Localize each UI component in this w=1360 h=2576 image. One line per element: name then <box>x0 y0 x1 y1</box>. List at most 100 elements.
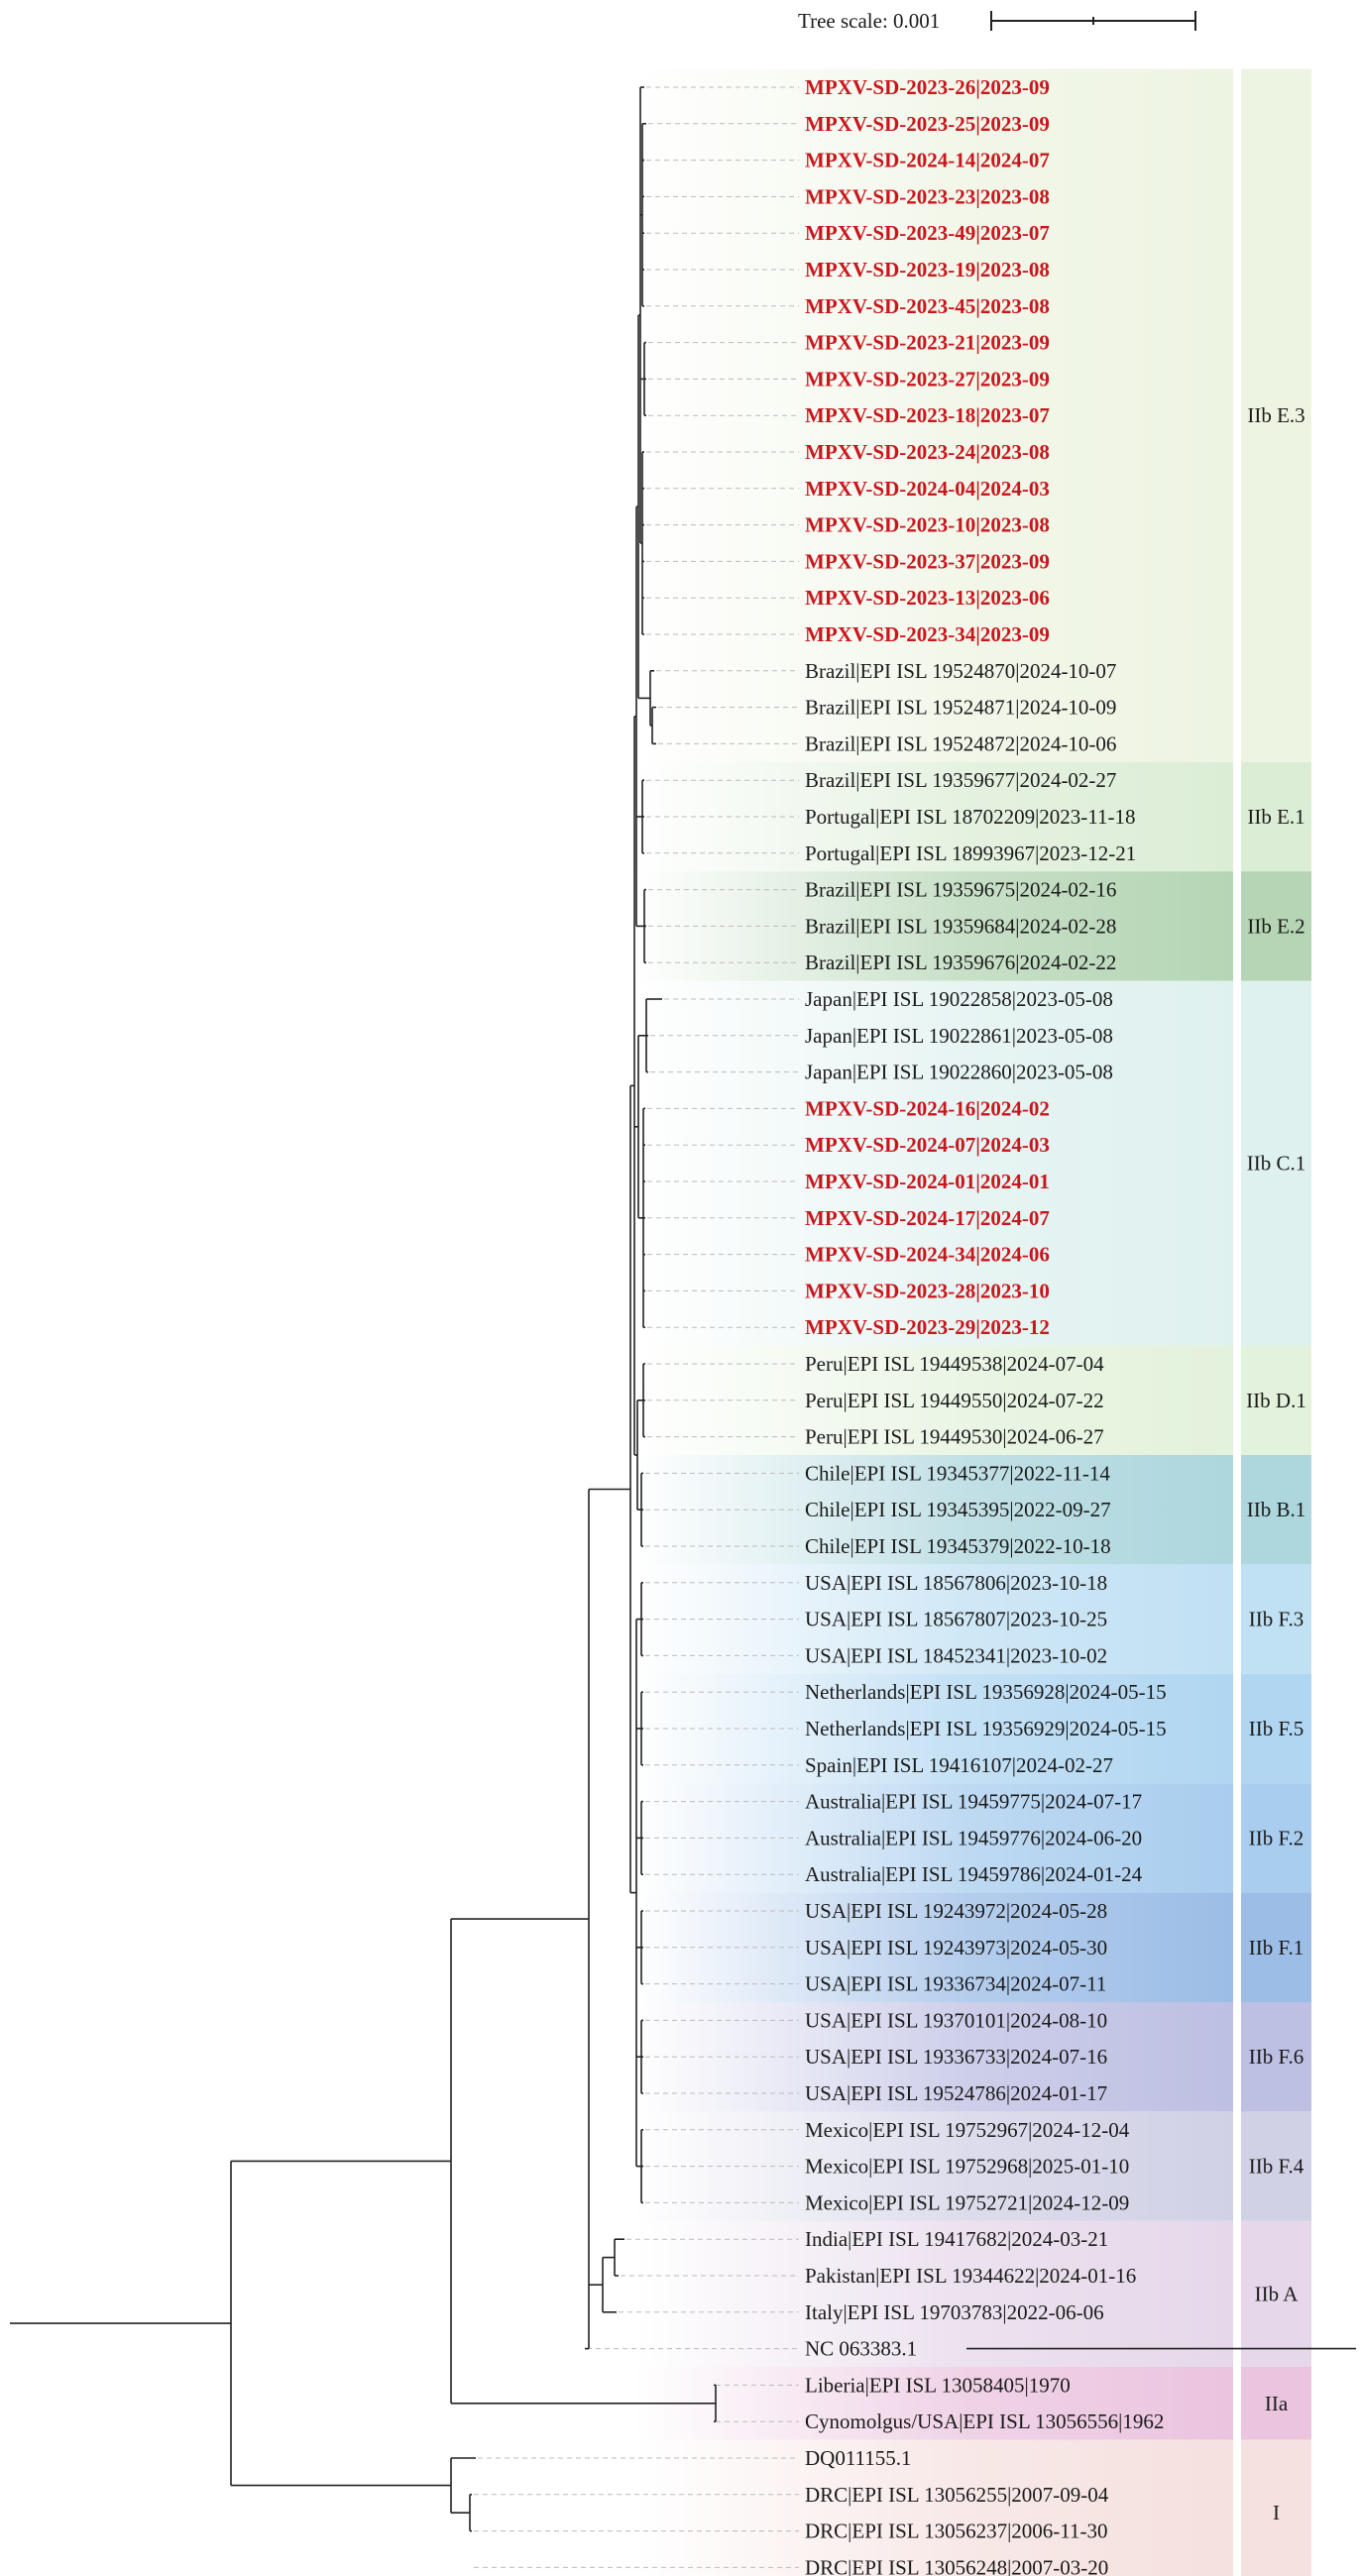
clade-band <box>634 871 1233 981</box>
clade-label: I <box>1273 2501 1280 2524</box>
clade-box <box>1241 1673 1311 1784</box>
clade-band <box>634 1783 1233 1893</box>
leaf-label: Peru|EPI ISL 19449550|2024-07-22 <box>805 1389 1104 1412</box>
leaf-label: MPXV-SD-2024-34|2024-06 <box>805 1243 1050 1267</box>
leaf-label: Mexico|EPI ISL 19752968|2025-01-10 <box>805 2155 1129 2179</box>
leaf-label: Mexico|EPI ISL 19752721|2024-12-09 <box>805 2190 1129 2214</box>
leaf-label: Portugal|EPI ISL 18702209|2023-11-18 <box>805 805 1136 829</box>
leaf-label: USA|EPI ISL 18452341|2023-10-02 <box>805 1643 1107 1667</box>
clade-label: IIb E.1 <box>1247 805 1304 829</box>
leaf-label: MPXV-SD-2024-01|2024-01 <box>805 1170 1050 1193</box>
tree-scale: Tree scale: 0.001 <box>798 9 1196 33</box>
clade-label: IIb F.1 <box>1249 1936 1303 1960</box>
leaf-label: USA|EPI ISL 19243973|2024-05-30 <box>805 1936 1107 1960</box>
leaf-label: Chile|EPI ISL 19345395|2022-09-27 <box>805 1498 1111 1521</box>
leaf-label: Spain|EPI ISL 19416107|2024-02-27 <box>805 1753 1113 1777</box>
clade-label: IIb F.3 <box>1249 1608 1303 1631</box>
clade-label: IIa <box>1265 2392 1289 2415</box>
clade-label: IIb F.4 <box>1249 2155 1304 2179</box>
leaf-label: MPXV-SD-2024-17|2024-07 <box>805 1206 1050 1230</box>
tree-branches <box>10 86 1356 2532</box>
leaf-label: MPXV-SD-2023-24|2023-08 <box>805 440 1050 464</box>
leaf-labels: MPXV-SD-2023-26|2023-09 MPXV-SD-2023-25|2… <box>805 75 1167 2576</box>
leaf-label: DQ011155.1 <box>805 2446 912 2470</box>
clade-label: IIb D.1 <box>1246 1389 1306 1412</box>
leaf-label: MPXV-SD-2023-10|2023-08 <box>805 513 1050 537</box>
leaf-label: Brazil|EPI ISL 19359684|2024-02-28 <box>805 914 1116 938</box>
leaf-label: Australia|EPI ISL 19459775|2024-07-17 <box>805 1790 1142 1814</box>
leaf-label: USA|EPI ISL 19524786|2024-01-17 <box>805 2081 1107 2105</box>
leaf-label: MPXV-SD-2023-28|2023-10 <box>805 1279 1050 1302</box>
clade-box <box>1241 761 1311 872</box>
leaf-label: MPXV-SD-2024-14|2024-07 <box>805 149 1050 172</box>
clade-box <box>1241 2367 1311 2440</box>
leaf-label: Peru|EPI ISL 19449530|2024-06-27 <box>805 1425 1104 1449</box>
leaf-label: MPXV-SD-2024-16|2024-02 <box>805 1096 1050 1120</box>
clade-labels: IIb E.3 IIb E.1 IIb E.2 IIb C.1 IIb D.1 IIb B… <box>1246 403 1306 2524</box>
clade-band <box>634 1345 1233 1455</box>
leaf-label: Liberia|EPI ISL 13058405|1970 <box>805 2373 1071 2397</box>
leaf-label: Chile|EPI ISL 19345379|2022-10-18 <box>805 1534 1111 1558</box>
clade-box <box>1241 1455 1311 1565</box>
clade-band <box>634 2111 1233 2221</box>
leaf-label: MPXV-SD-2023-37|2023-09 <box>805 549 1050 573</box>
leaf-label: Cynomolgus/USA|EPI ISL 13056556|1962 <box>805 2409 1164 2433</box>
clade-label: IIb F.5 <box>1249 1717 1303 1740</box>
leaf-label: MPXV-SD-2023-23|2023-08 <box>805 184 1050 208</box>
leaf-label: MPXV-SD-2023-34|2023-09 <box>805 622 1050 646</box>
clade-label: IIb C.1 <box>1247 1152 1306 1176</box>
leaf-label: Netherlands|EPI ISL 19356929|2024-05-15 <box>805 1717 1167 1740</box>
leaf-label: MPXV-SD-2023-45|2023-08 <box>805 294 1050 318</box>
leaf-label: Brazil|EPI ISL 19359675|2024-02-16 <box>805 878 1116 902</box>
clade-box <box>1241 2220 1311 2367</box>
clade-band <box>634 2367 1233 2440</box>
clade-box <box>1241 1345 1311 1455</box>
clade-box <box>1241 1564 1311 1674</box>
leaf-label: USA|EPI ISL 19370101|2024-08-10 <box>805 2008 1107 2032</box>
leaf-label: Brazil|EPI ISL 19524872|2024-10-06 <box>805 731 1116 755</box>
clade-band <box>634 2002 1233 2112</box>
leaf-label: Netherlands|EPI ISL 19356928|2024-05-15 <box>805 1680 1167 1704</box>
leaf-label: MPXV-SD-2023-26|2023-09 <box>805 75 1050 99</box>
clade-band <box>634 1455 1233 1565</box>
leaf-label: Japan|EPI ISL 19022860|2023-05-08 <box>805 1061 1113 1084</box>
clade-label: IIb F.6 <box>1249 2045 1303 2069</box>
leaf-label: DRC|EPI ISL 13056237|2006-11-30 <box>805 2520 1108 2543</box>
leaf-label: MPXV-SD-2023-19|2023-08 <box>805 258 1050 281</box>
clade-band <box>634 2439 1233 2576</box>
clade-box <box>1241 2439 1311 2576</box>
leaf-label: DRC|EPI ISL 13056248|2007-03-20 <box>805 2555 1108 2576</box>
leaf-label: USA|EPI ISL 19336734|2024-07-11 <box>805 1972 1106 1996</box>
tree-scale-label: Tree scale: 0.001 <box>798 9 940 33</box>
clade-band <box>634 980 1233 1346</box>
clade-box <box>1241 980 1311 1346</box>
clade-box <box>1241 1783 1311 1893</box>
clade-band <box>634 1892 1233 2002</box>
clade-label: IIb E.3 <box>1247 403 1304 427</box>
clade-label: IIb B.1 <box>1247 1498 1306 1521</box>
leaf-label: MPXV-SD-2023-21|2023-09 <box>805 331 1050 355</box>
clade-band <box>634 1673 1233 1784</box>
leaf-label: Italy|EPI ISL 19703783|2022-06-06 <box>805 2300 1104 2324</box>
clade-box <box>1241 1892 1311 2002</box>
clade-label: IIb A <box>1255 2282 1300 2305</box>
clade-box <box>1241 68 1311 762</box>
clade-band <box>634 68 1233 762</box>
leaf-label: USA|EPI ISL 19243972|2024-05-28 <box>805 1899 1107 1923</box>
leaf-label: MPXV-SD-2023-29|2023-12 <box>805 1315 1050 1339</box>
leaf-label: MPXV-SD-2023-13|2023-06 <box>805 586 1050 610</box>
leaf-label: Japan|EPI ISL 19022861|2023-05-08 <box>805 1024 1113 1048</box>
leaf-label: MPXV-SD-2024-07|2024-03 <box>805 1133 1050 1157</box>
leaf-label: MPXV-SD-2024-04|2024-03 <box>805 477 1050 501</box>
clade-bands <box>634 68 1311 2576</box>
leaf-label: Australia|EPI ISL 19459776|2024-06-20 <box>805 1826 1142 1849</box>
leaf-label: Australia|EPI ISL 19459786|2024-01-24 <box>805 1862 1143 1886</box>
clade-label: IIb F.2 <box>1249 1826 1303 1849</box>
leaf-label: Portugal|EPI ISL 18993967|2023-12-21 <box>805 841 1136 865</box>
leaf-label: DRC|EPI ISL 13056255|2007-09-04 <box>805 2483 1109 2507</box>
leaf-label: Japan|EPI ISL 19022858|2023-05-08 <box>805 987 1113 1011</box>
clade-band <box>634 1564 1233 1674</box>
leaf-label: Peru|EPI ISL 19449538|2024-07-04 <box>805 1352 1104 1376</box>
leaf-label: MPXV-SD-2023-25|2023-09 <box>805 112 1050 136</box>
leaf-label: USA|EPI ISL 18567807|2023-10-25 <box>805 1608 1107 1631</box>
